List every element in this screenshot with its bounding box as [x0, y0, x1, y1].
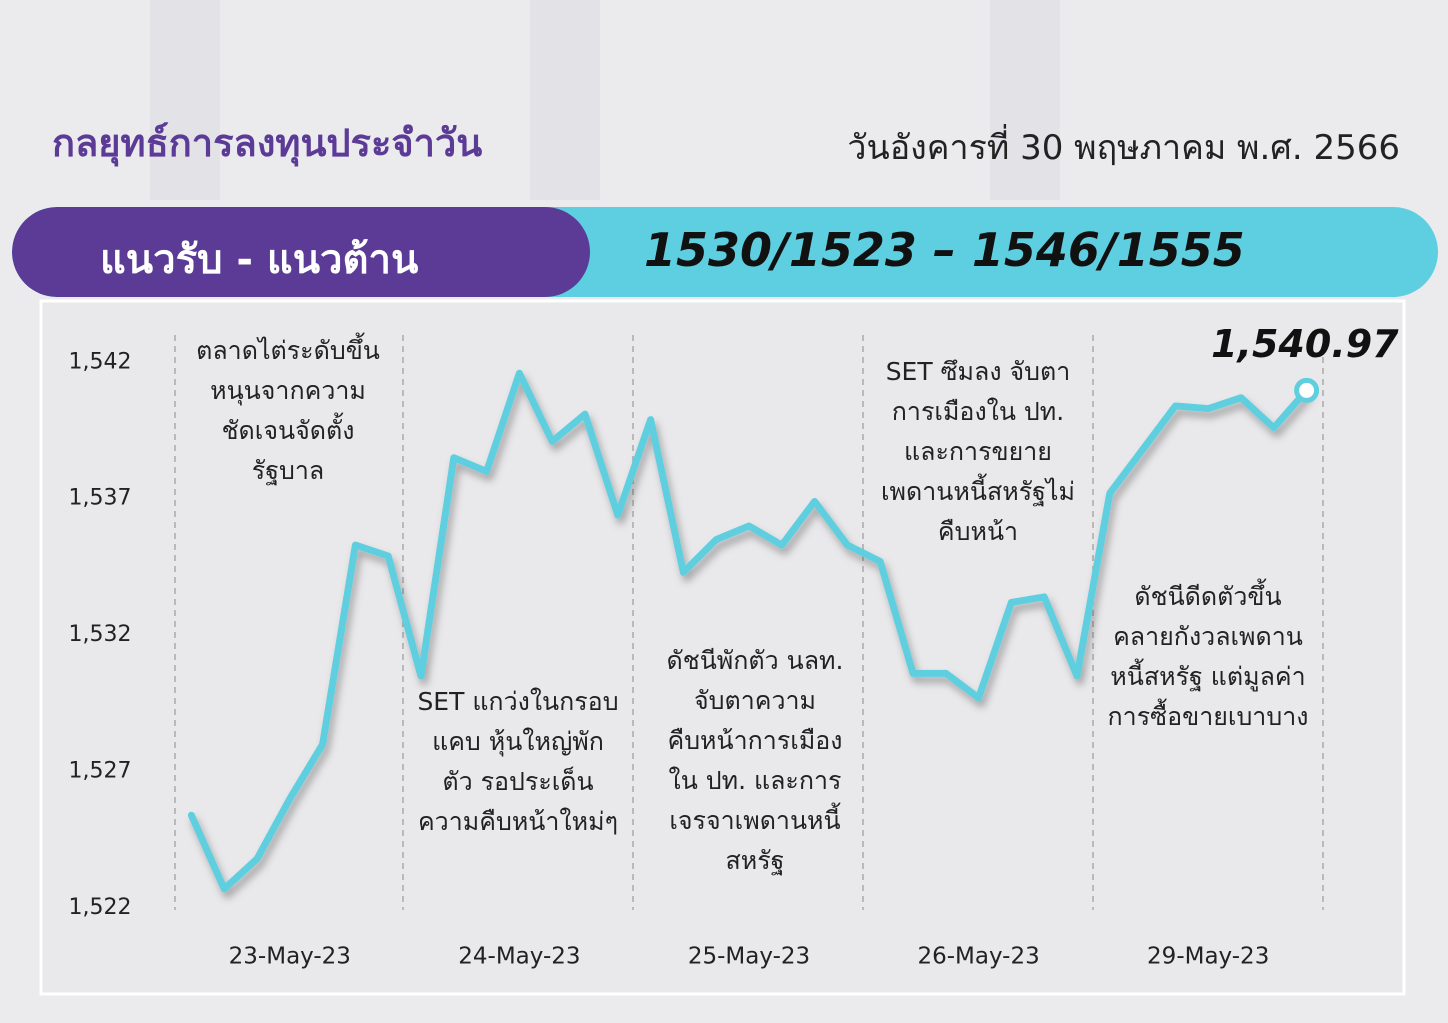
banner-left — [12, 207, 590, 297]
annotation: ดัชนีดีดตัวขึ้น — [1134, 578, 1281, 611]
annotation: คลายกังวลเพดาน — [1113, 622, 1303, 651]
decoration — [530, 0, 600, 200]
decoration — [150, 0, 220, 200]
decoration — [990, 0, 1060, 200]
annotation: คืบหน้าการเมือง — [667, 726, 842, 755]
y-tick-label: 1,537 — [69, 486, 132, 511]
banner-label: แนวรับ - แนวต้าน — [100, 237, 419, 283]
annotation: แคบ หุ้นใหญ่พัก — [432, 727, 604, 757]
chart-frame — [39, 299, 1406, 996]
annotation: รัฐบาล — [252, 456, 324, 485]
annotation: สหรัฐ — [726, 846, 785, 875]
annotation: เพดานหนี้สหรัฐไม่ — [881, 473, 1075, 506]
data-line — [187, 369, 1311, 893]
x-tick-label: 25-May-23 — [688, 944, 810, 970]
x-tick-label: 26-May-23 — [917, 944, 1039, 970]
annotation: หนี้สหรัฐ แต่มูลค่า — [1110, 658, 1305, 692]
annotation: การเมืองใน ปท. — [892, 397, 1064, 426]
annotation: หนุนจากความ — [210, 376, 366, 406]
annotation: การซื้อขายเบาบาง — [1108, 698, 1309, 731]
banner-levels: 1530/1523 – 1546/1555 — [644, 223, 1245, 277]
x-tick-label: 29-May-23 — [1147, 944, 1269, 970]
value-label: 1,540.97 — [1211, 322, 1399, 366]
annotation: ความคืบหน้าใหม่ๆ — [418, 807, 618, 836]
annotation: ตัว รอประเด็น — [442, 766, 593, 796]
annotation: คืบหน้า — [938, 517, 1018, 546]
x-tick-label: 24-May-23 — [458, 944, 580, 970]
annotation: SET แกว่งในกรอบ — [417, 687, 618, 716]
x-tick-label: 23-May-23 — [229, 944, 351, 970]
banner: แนวรับ - แนวต้าน 1530/1523 – 1546/1555 — [12, 207, 1438, 297]
annotation: และการขยาย — [904, 437, 1052, 466]
annotation: ตลาดไต่ระดับขึ้น — [196, 332, 380, 365]
y-tick-label: 1,542 — [69, 349, 132, 374]
annotation: ดัชนีพักตัว นลท. — [667, 646, 844, 675]
annotation: ชัดเจนจัดตั้ง — [222, 412, 355, 445]
y-tick-label: 1,527 — [69, 759, 132, 784]
annotation: จับตาความ — [694, 686, 816, 715]
annotation: SET ซึมลง จับตา — [886, 357, 1071, 386]
page-title: กลยุทธ์การลงทุนประจำวัน — [52, 121, 483, 165]
end-marker — [1294, 377, 1320, 403]
y-tick-label: 1,532 — [69, 622, 132, 647]
annotation: ใน ปท. และการ — [669, 766, 842, 795]
annotation: เจรจาเพดานหนี้ — [669, 802, 840, 835]
page-date: วันอังคารที่ 30 พฤษภาคม พ.ศ. 2566 — [847, 128, 1400, 168]
y-tick-label: 1,522 — [69, 895, 132, 920]
